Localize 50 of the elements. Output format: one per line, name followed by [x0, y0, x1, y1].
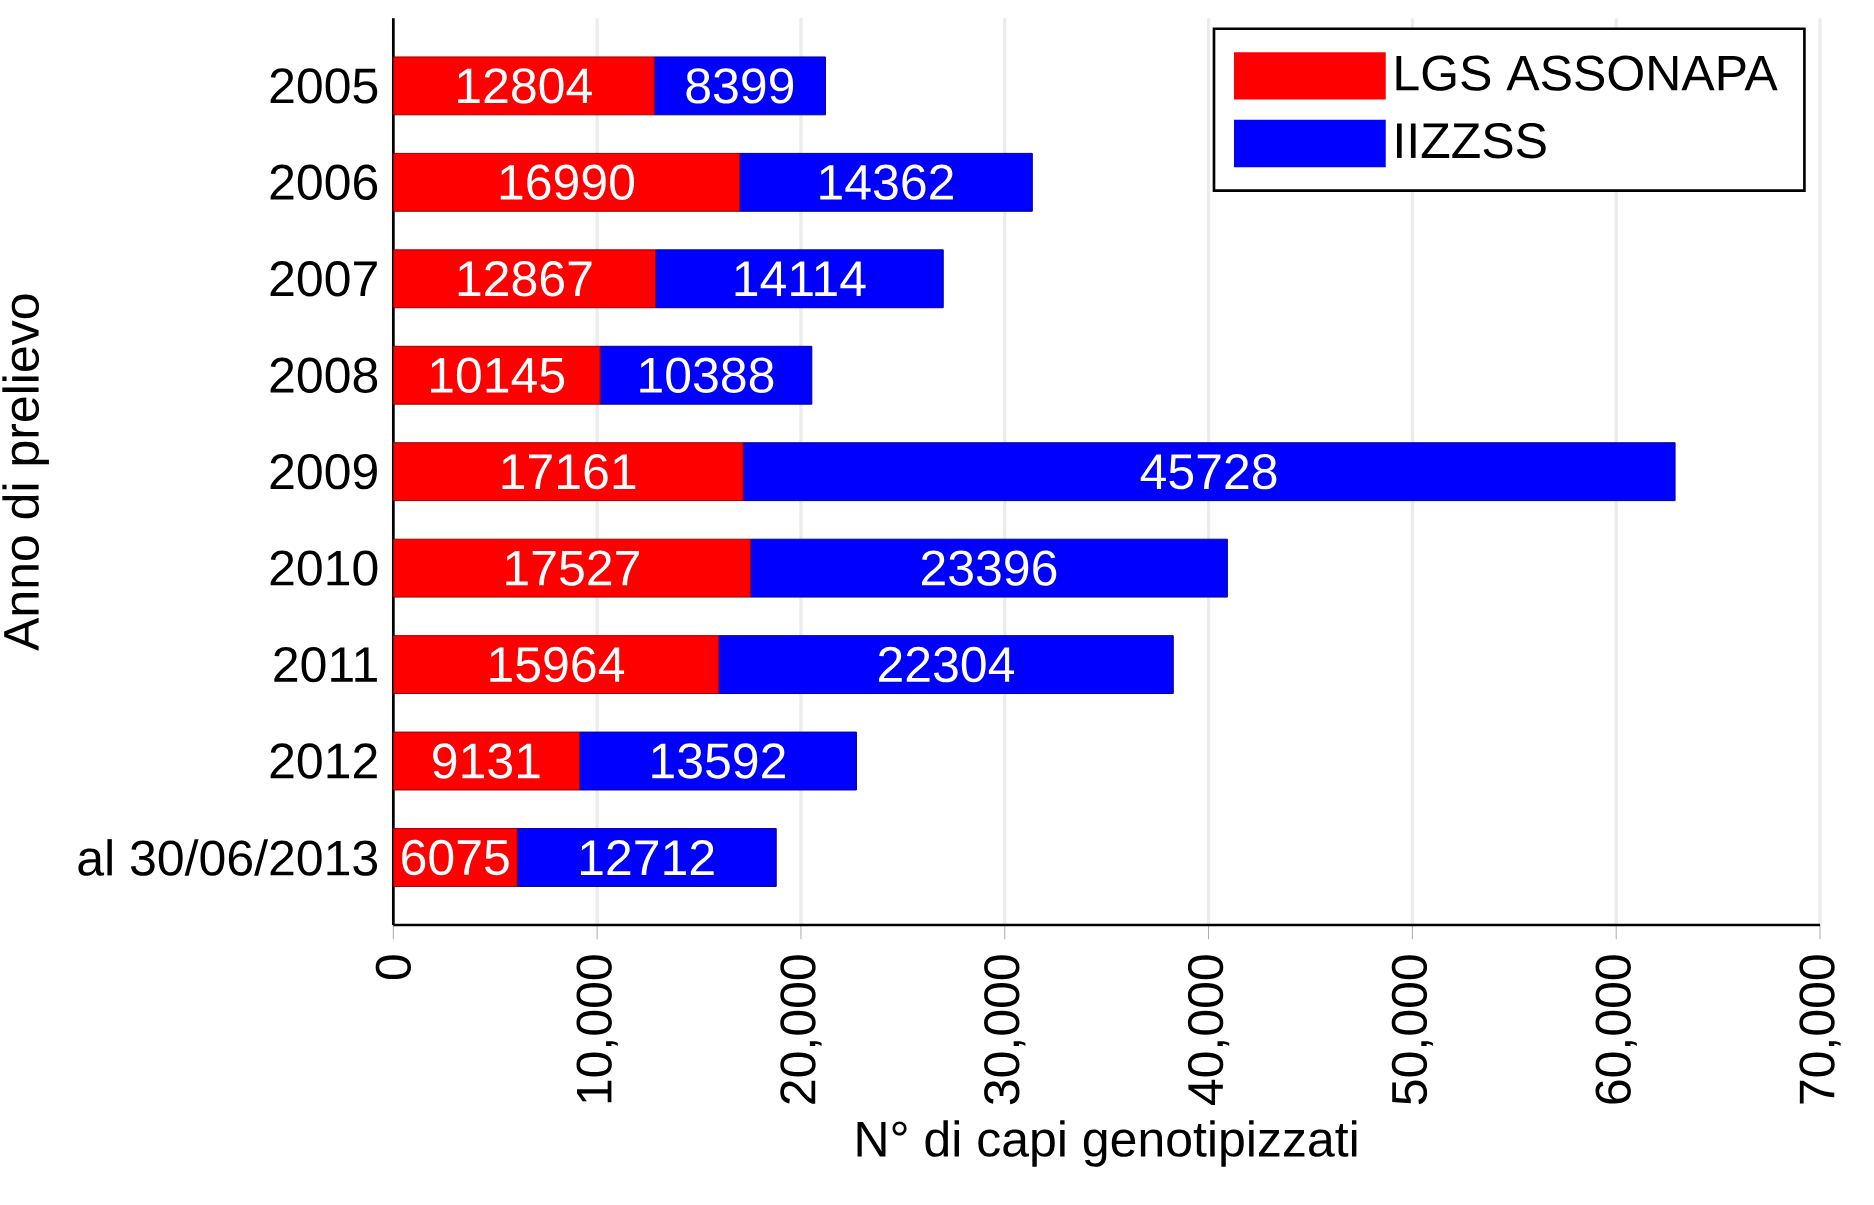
- x-tick-label: 20,000: [780, 955, 822, 1104]
- bar: [739, 152, 1033, 212]
- data-label: 14114: [735, 261, 866, 296]
- data-label: 23396: [921, 550, 1057, 586]
- data-label: 14362: [820, 164, 953, 200]
- data-label: 10388: [640, 357, 774, 393]
- x-tick-label: 10,000: [576, 955, 618, 1103]
- data-label: 15964: [490, 646, 625, 683]
- y-tick-label: 2005: [270, 68, 378, 104]
- y-tick-label: 2012: [270, 743, 377, 779]
- legend-label: IIZZSS: [1397, 123, 1546, 159]
- y-tick-label: 2008: [270, 357, 378, 393]
- bar: [750, 538, 1228, 598]
- data-label: 17527: [506, 550, 639, 586]
- bar: [393, 152, 741, 212]
- data-label: 10145: [431, 357, 565, 393]
- data-label: 12804: [458, 68, 592, 104]
- data-label: 8399: [686, 68, 794, 104]
- bar: [578, 731, 857, 791]
- x-tick-label: 70,000: [1799, 955, 1841, 1104]
- y-tick-label: al 30/06/2013: [78, 839, 378, 876]
- x-tick-label: 60,000: [1595, 955, 1637, 1104]
- x-tick-label: 50,000: [1391, 955, 1434, 1105]
- y-tick-label: 2009: [270, 453, 377, 490]
- y-axis-title: Anno di prelievo: [2, 294, 49, 651]
- data-label: 12712: [580, 840, 714, 875]
- bar: [393, 538, 752, 598]
- x-tick-label: 30,000: [984, 955, 1026, 1105]
- bar: [742, 442, 1676, 502]
- data-label: 12867: [458, 261, 592, 297]
- bar: [393, 635, 720, 695]
- data-label: 6075: [402, 839, 509, 876]
- x-axis-title: N° di capi genotipizzati: [857, 1120, 1357, 1167]
- data-label: 17161: [502, 453, 636, 490]
- legend-label: LGS ASSONAPA: [1396, 55, 1778, 91]
- y-tick-label: 2010: [270, 550, 378, 586]
- data-label: 16990: [500, 164, 634, 200]
- bar: [516, 828, 777, 887]
- x-tick-label: 40,000: [1187, 955, 1230, 1106]
- data-label: 22304: [878, 646, 1015, 683]
- bar: [718, 635, 1174, 695]
- data-label: 9131: [433, 743, 540, 779]
- y-tick-label: 2007: [270, 261, 377, 297]
- y-tick-label: 2006: [270, 164, 378, 201]
- bar: [655, 249, 944, 309]
- bar: [393, 442, 744, 502]
- x-tick-label: 0: [375, 955, 412, 980]
- data-label: 45728: [1140, 453, 1277, 490]
- data-label: 13592: [652, 743, 785, 779]
- y-tick-label: 2011: [274, 646, 377, 683]
